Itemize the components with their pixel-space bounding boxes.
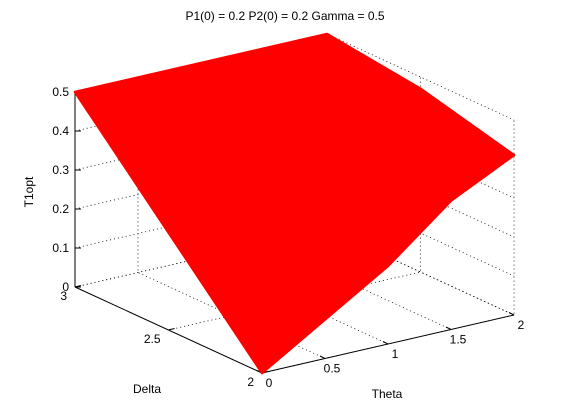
- z-tick-label: 0.2: [52, 202, 69, 216]
- tick-mark: [382, 341, 389, 345]
- y-tick-label: 3: [60, 289, 67, 303]
- z-tick-label: 0.1: [52, 241, 69, 255]
- y-tick-label: 2: [247, 375, 254, 389]
- x-tick-label: 0.5: [324, 362, 341, 376]
- grid-line-x: [263, 48, 452, 330]
- x-tick-label: 0: [266, 376, 273, 390]
- x-axis-label: Theta: [372, 387, 403, 401]
- tick-mark: [508, 312, 515, 316]
- chart-title: P1(0) = 0.2 P2(0) = 0.2 Gamma = 0.5: [185, 9, 384, 23]
- axes: [74, 91, 515, 374]
- x-tick-label: 2: [518, 318, 525, 332]
- surface-patch: [262, 32, 422, 117]
- z-tick-label: 0: [62, 280, 69, 294]
- y-axis-label: Delta: [133, 382, 161, 396]
- tick-mark: [319, 355, 326, 359]
- z-tick-label: 0.5: [52, 85, 69, 99]
- y-tick-label: 2.5: [144, 332, 161, 346]
- z-tick-label: 0.3: [52, 163, 69, 177]
- tick-mark: [74, 285, 82, 288]
- grid-line-x: [326, 34, 515, 316]
- tick-mark: [445, 326, 452, 330]
- grid-line-y: [261, 120, 515, 374]
- z-axis-label: T1opt: [22, 176, 36, 207]
- surface: [73, 32, 516, 375]
- tick-mark: [168, 328, 175, 331]
- z-tick-label: 0.4: [52, 124, 69, 138]
- x-tick-label: 1: [392, 347, 399, 361]
- x-tick-label: 1.5: [450, 333, 467, 347]
